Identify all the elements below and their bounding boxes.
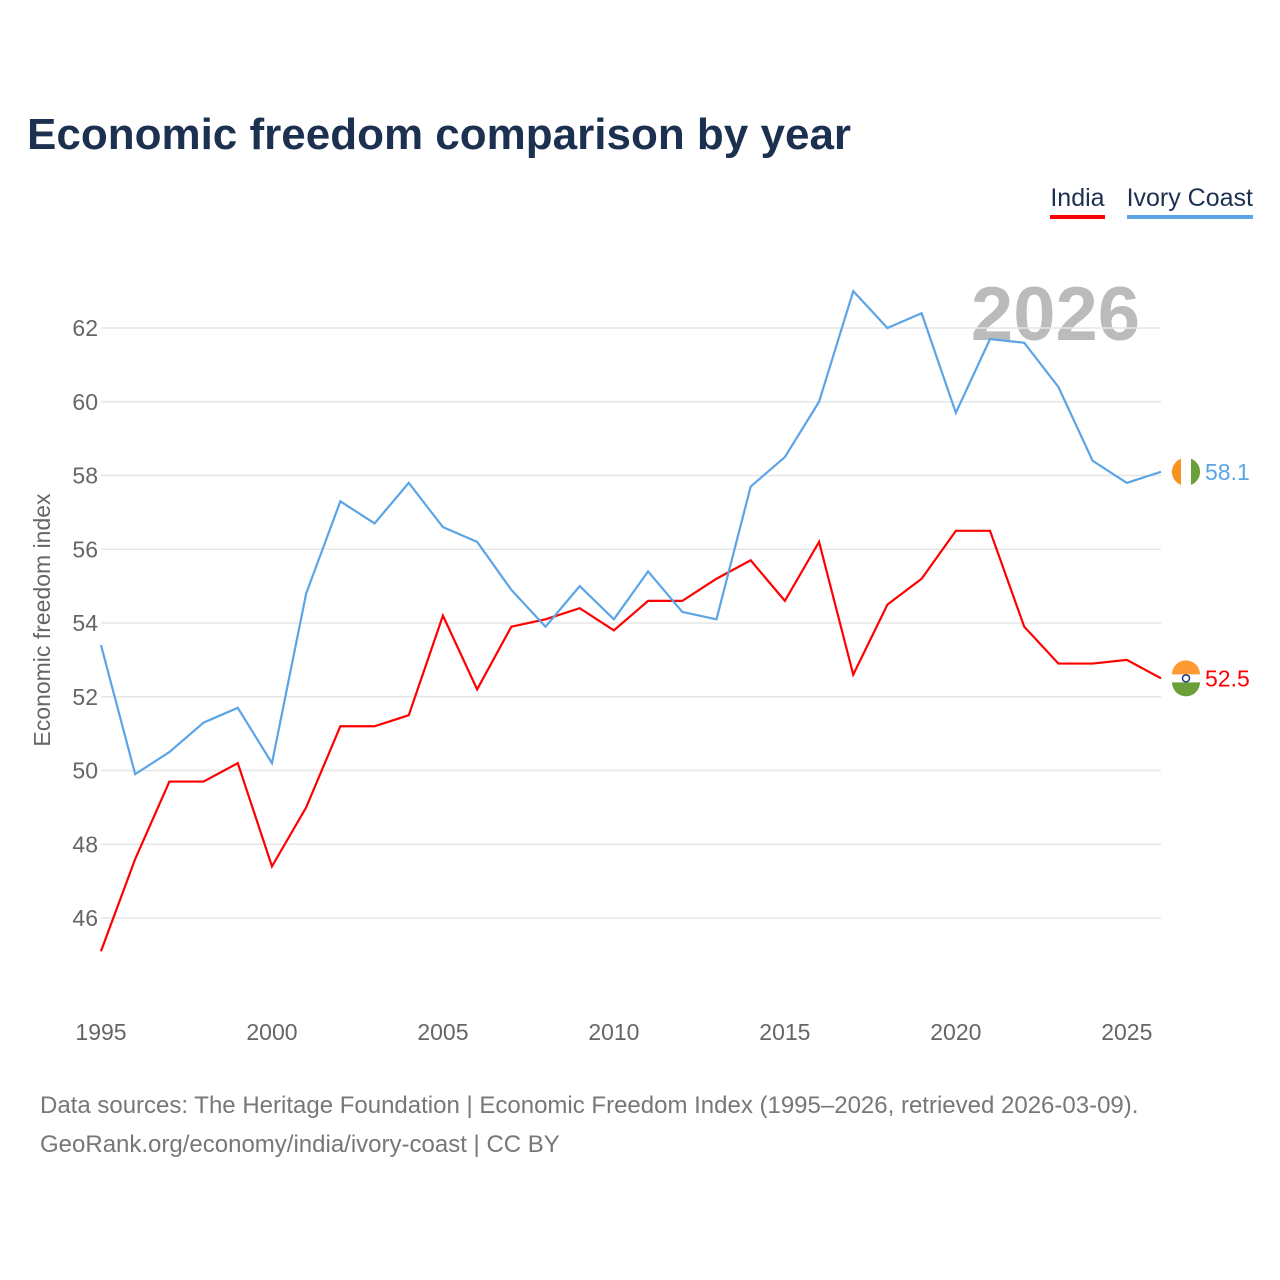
ivory-coast-flag-icon xyxy=(1171,457,1201,486)
x-tick-label: 2000 xyxy=(246,1019,297,1045)
x-tick-label: 2005 xyxy=(417,1019,468,1045)
end-value-label: 58.1 xyxy=(1205,459,1250,485)
x-tick-label: 1995 xyxy=(75,1019,126,1045)
x-tick-label: 2015 xyxy=(759,1019,810,1045)
source-text: Data sources: The Heritage Foundation | … xyxy=(40,1092,1139,1119)
chart-title: Economic freedom comparison by year xyxy=(27,110,852,159)
footer: Data sources: The Heritage Foundation | … xyxy=(40,1086,1138,1164)
india-flag-icon xyxy=(1172,660,1200,697)
y-axis-label: Economic freedom index xyxy=(29,493,55,747)
legend-ivory-coast[interactable]: Ivory Coast xyxy=(1126,184,1253,219)
y-tick-label: 56 xyxy=(72,536,98,562)
end-value-label: 52.5 xyxy=(1205,665,1250,691)
y-tick-label: 52 xyxy=(72,684,98,710)
x-tick-label: 2025 xyxy=(1101,1019,1152,1045)
x-tick-label: 2020 xyxy=(930,1019,981,1045)
y-tick-label: 48 xyxy=(72,831,98,857)
attribution-text: GeoRank.org/economy/india/ivory-coast | … xyxy=(40,1131,560,1158)
x-tick-label: 2010 xyxy=(588,1019,639,1045)
series-line-ivory-coast xyxy=(99,288,1162,776)
legend-india[interactable]: India xyxy=(1050,184,1105,219)
y-tick-label: 58 xyxy=(72,463,98,489)
year-watermark: 2026 xyxy=(971,272,1140,357)
y-tick-label: 46 xyxy=(72,905,98,931)
y-tick-label: 50 xyxy=(72,758,98,784)
series-line-india xyxy=(99,529,1162,952)
y-tick-label: 54 xyxy=(72,610,98,636)
y-tick-label: 62 xyxy=(72,315,98,341)
y-tick-label: 60 xyxy=(72,389,98,415)
legend: India Ivory Coast xyxy=(1050,184,1253,219)
